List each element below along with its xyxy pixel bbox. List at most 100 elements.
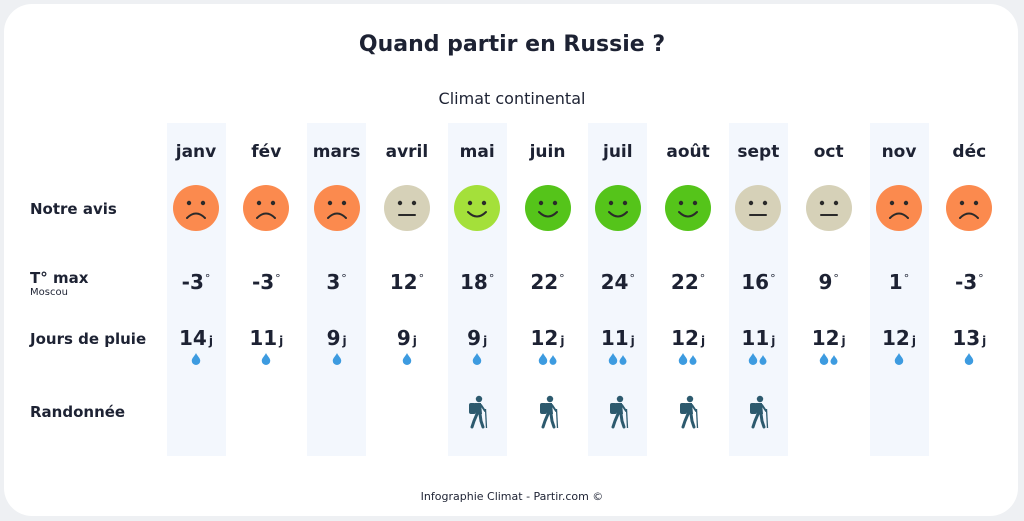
rain-days-number: 12 (530, 326, 559, 350)
tmax-number: 16 (741, 270, 770, 294)
rain-drop-icon (322, 350, 352, 366)
row-label-tmax-city: Moscou (30, 287, 68, 298)
month-stripe (869, 123, 929, 456)
rain-drop-icon (181, 350, 211, 366)
hiker-icon (537, 395, 559, 429)
tmax-value: 9° (799, 270, 859, 294)
rating-sad-icon (172, 184, 220, 232)
rain-days-number: 12 (671, 326, 699, 350)
rain-days-unit: j (841, 334, 846, 348)
tmax-value: 3° (307, 270, 367, 294)
rain-days-value: 11 j (728, 326, 788, 350)
month-header: fév (251, 142, 282, 162)
rain-days-number: 13 (952, 326, 981, 350)
month-header: sept (737, 142, 780, 162)
tmax-number: 18 (460, 270, 488, 294)
rain-drop-icon (954, 350, 984, 366)
rain-drops-icon (603, 350, 633, 366)
degree-symbol: ° (833, 272, 839, 285)
rating-neutral-icon (734, 184, 782, 232)
rating-happy-icon (524, 184, 572, 232)
rain-drop-icon (884, 350, 914, 366)
month-header: juin (529, 142, 566, 162)
rain-days-unit: j (911, 334, 916, 348)
degree-symbol: ° (903, 272, 910, 285)
row-label-rando: Randonnée (30, 403, 126, 421)
rain-drops-icon (673, 350, 703, 366)
month-header: juil (603, 142, 633, 162)
tmax-number: 22 (670, 270, 699, 294)
degree-symbol: ° (978, 272, 984, 285)
hiker-icon (466, 395, 488, 429)
hiker-icon (677, 395, 699, 429)
rain-days-number: 14 (179, 326, 207, 350)
infographic-card (4, 4, 1018, 516)
rain-drop-icon (392, 350, 422, 366)
month-stripe (166, 123, 226, 456)
tmax-number: 1 (888, 270, 903, 294)
rain-days-unit: j (700, 334, 706, 348)
rain-days-value: 12 j (869, 326, 929, 350)
rating-sad-icon (945, 184, 993, 232)
month-header: mai (459, 142, 495, 162)
rain-days-unit: j (279, 334, 284, 348)
tmax-number: -3 (251, 270, 275, 294)
degree-symbol: ° (418, 272, 425, 285)
rain-days-number: 12 (811, 326, 840, 350)
tmax-number: -3 (954, 270, 978, 294)
degree-symbol: ° (341, 272, 347, 285)
degree-symbol: ° (699, 272, 706, 285)
tmax-number: 24 (600, 270, 629, 294)
degree-symbol: ° (629, 272, 635, 285)
rating-sad-icon (242, 184, 290, 232)
rain-days-value: 12 j (799, 326, 859, 350)
rain-days-unit: j (342, 334, 347, 348)
rain-drops-icon (743, 350, 773, 366)
rain-drop-icon (251, 350, 281, 366)
rating-neutral-icon (805, 184, 853, 232)
tmax-number: 22 (530, 270, 559, 294)
rain-days-number: 11 (741, 326, 770, 350)
tmax-number: 12 (389, 270, 418, 294)
tmax-value: -3° (236, 270, 296, 294)
tmax-value: 1° (869, 270, 929, 294)
rain-days-number: 9 (396, 326, 411, 350)
rain-days-unit: j (771, 334, 776, 348)
month-header: nov (881, 142, 917, 162)
degree-symbol: ° (488, 272, 495, 285)
hiker-icon (607, 395, 629, 429)
rain-days-value: 14 j (166, 326, 226, 350)
rain-days-unit: j (560, 334, 565, 348)
tmax-value: 22° (518, 270, 578, 294)
tmax-number: 9 (818, 270, 833, 294)
month-header: oct (813, 142, 844, 162)
climate-subtitle: Climat continental (438, 89, 586, 108)
page-title: Quand partir en Russie ? (358, 32, 666, 57)
rain-days-value: 12 j (518, 326, 578, 350)
row-label-tmax: T° max (30, 269, 89, 287)
tmax-number: 3 (326, 270, 341, 294)
rating-sad-icon (875, 184, 923, 232)
rain-days-unit: j (630, 334, 635, 348)
rain-days-number: 9 (326, 326, 341, 350)
rain-drops-icon (814, 350, 844, 366)
month-header: avril (385, 142, 429, 162)
rating-neutral-icon (383, 184, 431, 232)
month-stripe (307, 123, 367, 456)
rating-happy-icon (664, 184, 712, 232)
month-header: déc (952, 142, 987, 162)
rain-days-number: 11 (600, 326, 629, 350)
rain-days-unit: j (483, 334, 488, 348)
tmax-value: -3° (939, 270, 999, 294)
rain-days-number: 12 (882, 326, 910, 350)
month-header: mars (312, 142, 361, 162)
rain-drops-icon (533, 350, 563, 366)
rain-days-value: 13 j (939, 326, 999, 350)
rain-days-number: 11 (249, 326, 278, 350)
tmax-value: 24° (588, 270, 648, 294)
tmax-number: -3 (181, 270, 204, 294)
rating-sad-icon (313, 184, 361, 232)
footer-credit: Infographie Climat - Partir.com © (420, 490, 604, 503)
